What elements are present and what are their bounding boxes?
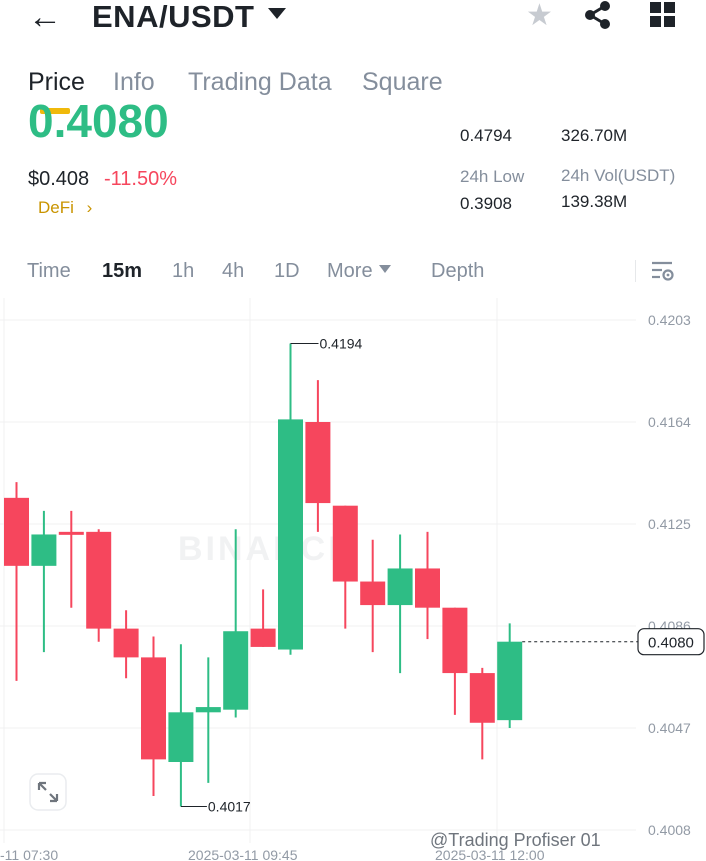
stat-24h-vol-value: 326.70M <box>561 126 628 145</box>
high-marker-label: 0.4194 <box>320 336 363 352</box>
tab-price[interactable]: Price <box>28 68 85 96</box>
interval-4h[interactable]: 4h <box>222 260 245 282</box>
share-icon[interactable] <box>583 0 613 35</box>
candle-body <box>168 712 194 762</box>
candle-body <box>360 581 386 606</box>
credit-watermark: @Trading Profiser 01 <box>430 830 601 850</box>
candle-body <box>387 568 413 606</box>
candle-body <box>141 657 166 760</box>
grid-icon[interactable] <box>650 2 676 33</box>
candle-body <box>31 534 57 566</box>
category-tag-label: DeFi <box>38 198 74 217</box>
chevron-right-icon: › <box>86 198 93 217</box>
interval-more[interactable]: More <box>327 260 391 283</box>
y-tick-label: 0.4125 <box>648 516 691 532</box>
interval-time[interactable]: Time <box>27 260 71 282</box>
y-tick-label: 0.4047 <box>648 720 691 736</box>
candle-body <box>497 641 523 721</box>
candle-body <box>332 505 358 582</box>
tab-square[interactable]: Square <box>362 68 443 96</box>
stat-24h-low-label: 24h Low <box>460 167 525 186</box>
candle-body <box>415 568 440 608</box>
candle-body <box>4 497 29 566</box>
candles <box>4 343 523 807</box>
last-price: 0.4080 <box>28 104 169 147</box>
stat-24h-high-value: 0.4794 <box>460 126 512 145</box>
interval-1h[interactable]: 1h <box>172 260 195 282</box>
candle-body <box>58 531 84 535</box>
y-tick-label: 0.4008 <box>648 822 691 838</box>
candle-body <box>278 419 303 650</box>
x-tick-label: 2025-03-11 12:00 <box>435 847 545 861</box>
interval-15m[interactable]: 15m <box>102 260 143 282</box>
chevron-down-icon <box>378 264 391 273</box>
stat-24h-vol-usdt-value: 139.38M <box>561 192 628 211</box>
low-marker-label: 0.4017 <box>208 798 251 814</box>
candle-body <box>223 631 249 710</box>
candle-body <box>250 628 276 647</box>
active-tab-indicator <box>40 108 70 114</box>
expand-icon[interactable] <box>29 773 67 811</box>
x-axis: -11 07:30 2025-03-11 09:45 2025-03-11 12:0… <box>0 847 545 861</box>
candle-body <box>442 607 468 674</box>
pair-title[interactable]: ENA/USDT <box>92 0 255 34</box>
candle-body <box>469 673 495 723</box>
back-arrow-icon[interactable]: ← <box>28 0 62 36</box>
stat-24h-low-value: 0.3908 <box>460 194 512 213</box>
current-price-label: 0.4080 <box>648 635 694 652</box>
x-tick-label: -11 07:30 <box>0 847 58 861</box>
stat-24h-vol-usdt-label: 24h Vol(USDT) <box>561 166 676 185</box>
interval-1d[interactable]: 1D <box>274 260 300 282</box>
price-change: -11.50% <box>104 168 178 190</box>
interval-more-label: More <box>327 260 373 282</box>
x-tick-label: 2025-03-11 09:45 <box>188 847 298 861</box>
chart-grid <box>0 298 636 843</box>
tab-info[interactable]: Info <box>113 68 155 96</box>
candle-body <box>305 422 331 504</box>
y-tick-label: 0.4203 <box>648 312 691 328</box>
y-tick-label: 0.4164 <box>648 414 691 430</box>
current-price-tag <box>637 628 705 656</box>
category-tag[interactable]: DeFi › <box>38 198 92 218</box>
candlestick-chart[interactable]: BINANCE 0.42030.41640.41250.40860.40470.… <box>0 298 706 861</box>
candle-body <box>195 707 221 713</box>
usd-price: $0.408 <box>28 168 90 190</box>
tab-depth[interactable]: Depth <box>431 260 485 282</box>
candle-body <box>86 531 112 629</box>
pair-dropdown-caret-icon[interactable] <box>268 8 286 19</box>
candle-body <box>113 628 139 658</box>
star-icon[interactable]: ★ <box>526 0 553 32</box>
annotations: 0.4194 0.4017 0.4080 <box>180 336 705 814</box>
toolbar-divider <box>635 260 636 282</box>
tab-trading-data[interactable]: Trading Data <box>188 68 332 96</box>
chart-settings-icon[interactable] <box>650 259 674 288</box>
binance-watermark: BINANCE <box>178 530 354 568</box>
